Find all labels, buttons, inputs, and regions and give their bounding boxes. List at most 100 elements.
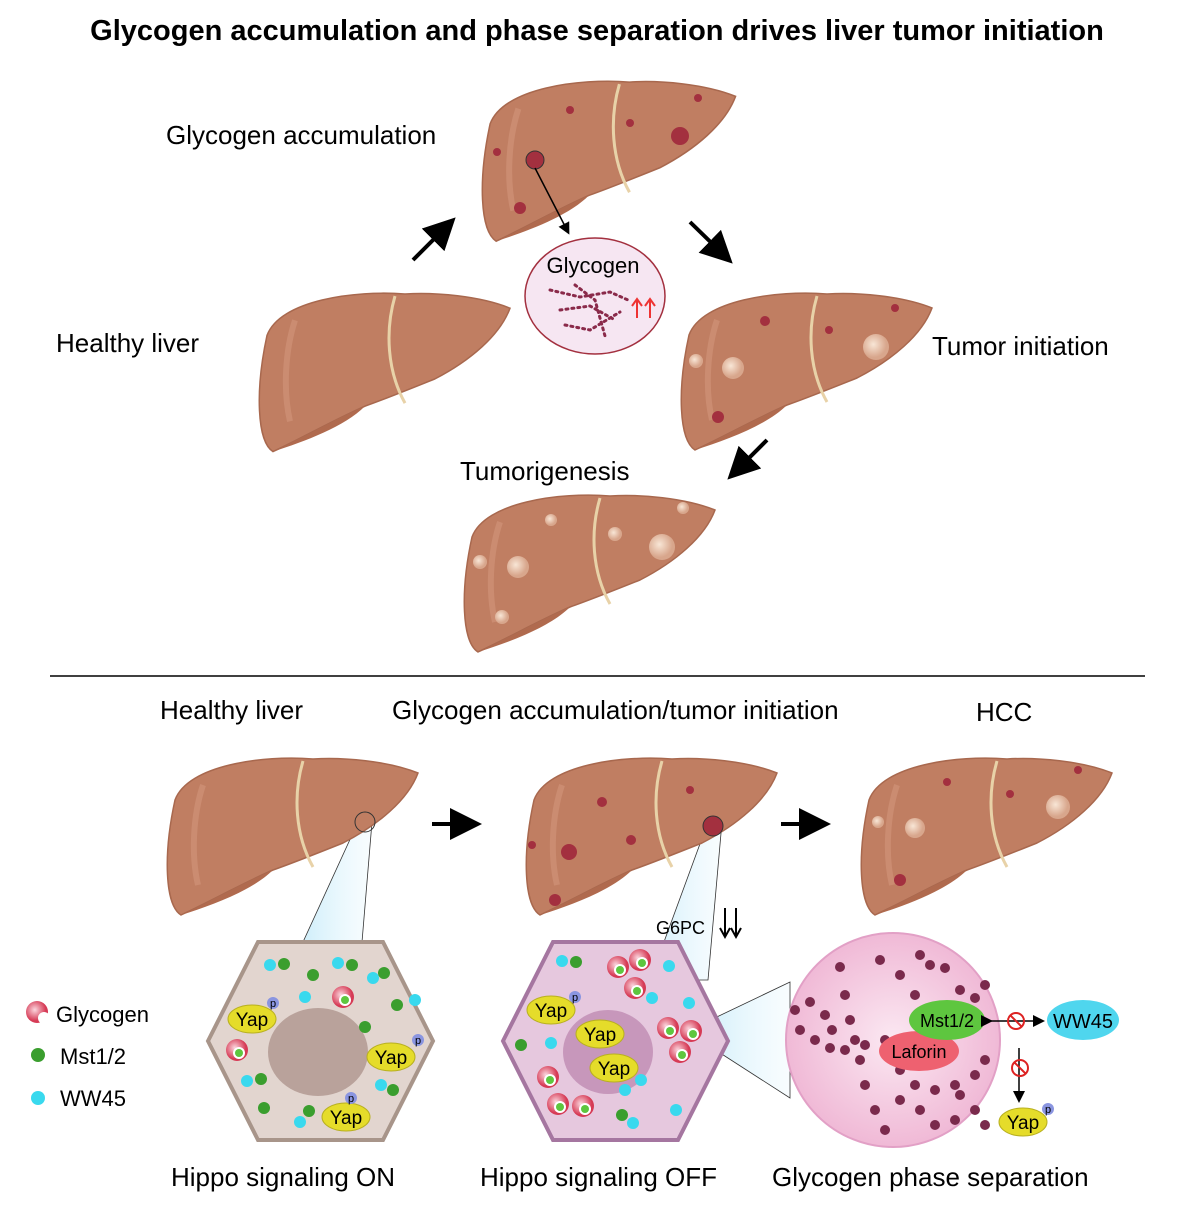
mst-dot	[346, 959, 358, 971]
glycogen-hexamer	[980, 1120, 990, 1130]
glycogen-hexamer	[980, 980, 990, 990]
liver-bottom-healthy	[167, 758, 418, 915]
mst-dot	[378, 967, 390, 979]
label-tumor-initiation: Tumor initiation	[932, 331, 1109, 361]
label-tumorigenesis: Tumorigenesis	[460, 456, 630, 486]
stage-label-healthy: Healthy liver	[160, 695, 303, 725]
mst-bound	[638, 959, 646, 967]
yap-protein	[526, 995, 576, 1025]
caption-hippo-off: Hippo signaling OFF	[480, 1162, 717, 1192]
ww45-label: WW45	[1053, 1011, 1113, 1033]
glycogen-hexamer	[795, 1025, 805, 1035]
stage-label-initiation: Glycogen accumulation/tumor initiation	[392, 695, 839, 725]
mst-bound	[581, 1105, 589, 1113]
glycogen-hexamer	[895, 1095, 905, 1105]
mst-bound	[616, 966, 624, 974]
arrow-icon	[688, 220, 733, 264]
glycogen-inset: Glycogen	[524, 237, 666, 355]
ww45-dot	[299, 991, 311, 1003]
cell-hippo-off: Yap Yap Yap p	[500, 940, 731, 1142]
glycogen-hexamer	[880, 1125, 890, 1135]
ww45-dot	[545, 1037, 557, 1049]
page-title: Glycogen accumulation and phase separati…	[90, 15, 1104, 47]
ww45-dot	[627, 1117, 639, 1129]
stage-label-hcc: HCC	[976, 697, 1032, 727]
ww45-dot	[670, 1104, 682, 1116]
legend-label: Mst1/2	[60, 1044, 126, 1069]
glycogen-hexamer	[850, 1035, 860, 1045]
glycogen-hexamer	[895, 970, 905, 980]
glycogen-hexamer	[915, 1105, 925, 1115]
mst-dot	[255, 1073, 267, 1085]
mst-bound	[546, 1076, 554, 1084]
mst-dot	[278, 958, 290, 970]
laforin-protein	[879, 1031, 959, 1071]
liver-glycogen-accumulation	[482, 81, 735, 241]
phospho-label: p	[348, 1093, 354, 1105]
legend-mst-icon	[31, 1048, 45, 1062]
ww45-dot	[663, 960, 675, 972]
legend-ww45-icon	[31, 1091, 45, 1105]
glycogen-hexamer	[940, 963, 950, 973]
liver-healthy	[259, 293, 510, 451]
glycogen-hexamer	[915, 950, 925, 960]
phase-separation-inset: Laforin Mst1/2	[785, 932, 1001, 1148]
glycogen-hexamer	[840, 1045, 850, 1055]
label-glycogen-accumulation: Glycogen accumulation	[166, 120, 436, 150]
inhibited-icon	[1007, 1012, 1025, 1030]
mst-dot	[387, 1084, 399, 1096]
legend: Glycogen Mst1/2 WW45	[26, 1001, 149, 1111]
mst-dot	[359, 1021, 371, 1033]
caption-hippo-on: Hippo signaling ON	[171, 1162, 395, 1192]
glycogen-hexamer	[980, 1055, 990, 1065]
ww45-dot	[367, 972, 379, 984]
arrow-icon	[727, 438, 769, 480]
laforin-label: Laforin	[891, 1042, 946, 1062]
mst-dot	[391, 999, 403, 1011]
ww45-dot	[683, 997, 695, 1009]
yap-label: Yap	[330, 1108, 362, 1129]
ww45-dot	[241, 1075, 253, 1087]
ww45-dot	[375, 1079, 387, 1091]
mst-dot	[303, 1105, 315, 1117]
label-healthy-liver: Healthy liver	[56, 328, 199, 358]
mst-bound	[633, 987, 641, 995]
glycogen-hexamer	[810, 1035, 820, 1045]
legend-label: WW45	[60, 1086, 126, 1111]
mst-bound	[689, 1030, 697, 1038]
glycogen-hexamer	[835, 962, 845, 972]
yap-label: Yap	[236, 1010, 268, 1031]
glycogen-hexamer	[930, 1120, 940, 1130]
glycogen-hexamer	[840, 990, 850, 1000]
glycogen-hexamer	[950, 1115, 960, 1125]
g6pc-label: G6PC	[656, 918, 705, 938]
glycogen-hexamer	[950, 1080, 960, 1090]
mst-dot	[258, 1102, 270, 1114]
yap-protein	[366, 1042, 416, 1072]
cell-hippo-on: Yap Yap Yap p p p	[205, 940, 436, 1142]
phospho-label: p	[415, 1035, 421, 1047]
liver-bottom-initiation	[526, 758, 777, 915]
arrow-icon	[411, 217, 456, 262]
caption-phase-separation: Glycogen phase separation	[772, 1162, 1089, 1192]
ww45-dot	[264, 959, 276, 971]
mst-bound	[556, 1103, 564, 1111]
ww45-dot	[635, 1074, 647, 1086]
phospho-label: p	[1045, 1104, 1051, 1116]
ww45-dot	[294, 1116, 306, 1128]
glycogen-hexamer	[970, 1105, 980, 1115]
yap-label: Yap	[1007, 1113, 1039, 1134]
glycogen-hexamer	[930, 1085, 940, 1095]
liver-tumorigenesis	[464, 495, 715, 652]
yap-protein	[321, 1102, 371, 1132]
glycogen-hexamer	[820, 1010, 830, 1020]
mst-dot	[570, 956, 582, 968]
glycogen-hexamer	[827, 1025, 837, 1035]
phospho-label: p	[572, 992, 578, 1004]
mst-bound	[666, 1027, 674, 1035]
mst-bound	[235, 1049, 243, 1057]
ww45-dot	[409, 994, 421, 1006]
legend-label: Glycogen	[56, 1002, 149, 1027]
glycogen-hexamer	[955, 1090, 965, 1100]
mst-dot	[515, 1039, 527, 1051]
